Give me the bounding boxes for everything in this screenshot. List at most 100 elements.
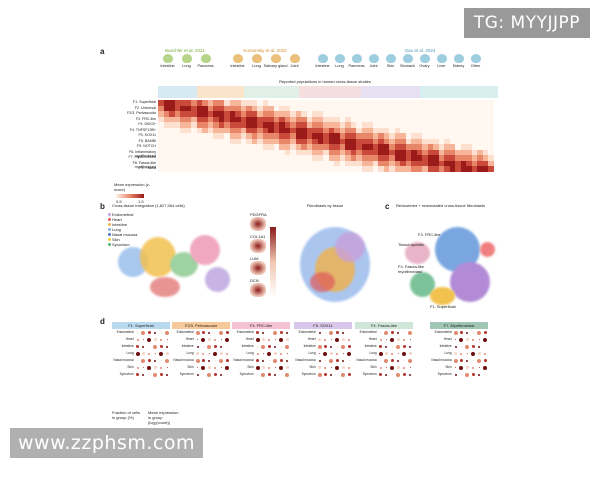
heatmap-cell bbox=[317, 166, 323, 172]
heatmap-cell bbox=[444, 133, 450, 139]
heatmap-cell bbox=[207, 144, 213, 150]
heatmap-cell bbox=[185, 155, 191, 161]
heatmap-cell bbox=[372, 160, 378, 166]
heatmap-cell bbox=[235, 122, 241, 128]
heatmap-cell bbox=[262, 133, 268, 139]
study-1: Buechler et al. 2021 bbox=[164, 48, 206, 53]
heatmap-cell bbox=[444, 122, 450, 128]
heatmap-cell bbox=[218, 138, 224, 144]
heatmap-cell bbox=[471, 111, 477, 117]
heatmap-cell bbox=[174, 155, 180, 161]
heatmap-cell bbox=[345, 105, 351, 111]
heatmap-cell bbox=[438, 111, 444, 117]
heatmap-cell bbox=[312, 116, 318, 122]
heatmap-cell bbox=[455, 127, 461, 133]
heatmap-cell bbox=[427, 127, 433, 133]
lung-icon: Lung bbox=[332, 54, 347, 68]
heatmap-cell bbox=[163, 122, 169, 128]
heatmap-cell bbox=[477, 160, 483, 166]
heatmap-cell bbox=[460, 100, 466, 106]
heatmap-cell bbox=[163, 160, 169, 166]
heatmap-cell bbox=[191, 160, 197, 166]
heatmap-cell bbox=[279, 100, 285, 106]
heatmap-cell bbox=[394, 166, 400, 172]
heatmap-cell bbox=[339, 100, 345, 106]
heatmap-cell bbox=[158, 166, 164, 172]
heatmap-cell bbox=[455, 149, 461, 155]
heatmap-cell bbox=[224, 160, 230, 166]
heatmap-cell bbox=[196, 127, 202, 133]
heatmap-cell bbox=[218, 149, 224, 155]
heatmap-cell bbox=[185, 111, 191, 117]
heatmap-cell bbox=[328, 122, 334, 128]
heatmap-cell bbox=[295, 116, 301, 122]
heatmap-cell bbox=[444, 149, 450, 155]
heatmap-cell bbox=[279, 155, 285, 161]
heatmap-cell bbox=[345, 127, 351, 133]
heatmap-cell bbox=[301, 166, 307, 172]
heatmap-cell bbox=[438, 105, 444, 111]
heatmap-cell bbox=[235, 105, 241, 111]
heatmap-cell bbox=[449, 116, 455, 122]
heatmap-cell bbox=[339, 122, 345, 128]
heatmap-cell bbox=[279, 166, 285, 172]
heatmap-cell bbox=[438, 116, 444, 122]
heatmap-cell bbox=[218, 144, 224, 150]
heatmap-cell bbox=[207, 127, 213, 133]
heatmap-cell bbox=[224, 105, 230, 111]
heatmap-cell bbox=[400, 133, 406, 139]
heatmap-cell bbox=[229, 149, 235, 155]
heatmap-cell bbox=[433, 105, 439, 111]
heatmap-cell bbox=[306, 127, 312, 133]
joint-icon: Joint bbox=[366, 54, 381, 68]
heatmap-cell bbox=[174, 166, 180, 172]
heatmap-cell bbox=[356, 149, 362, 155]
heatmap-cell bbox=[405, 105, 411, 111]
heatmap-cell bbox=[477, 100, 483, 106]
heatmap-cell bbox=[482, 105, 488, 111]
heatmap-cell bbox=[257, 160, 263, 166]
heatmap-cell bbox=[477, 105, 483, 111]
heatmap-cell bbox=[394, 144, 400, 150]
heatmap-cell bbox=[378, 166, 384, 172]
heatmap-cell bbox=[422, 138, 428, 144]
heatmap-cell bbox=[301, 144, 307, 150]
heatmap-cell bbox=[405, 144, 411, 150]
heatmap-cell bbox=[268, 155, 274, 161]
heatmap-cell bbox=[196, 133, 202, 139]
heatmap-cell bbox=[213, 127, 219, 133]
heatmap-cell bbox=[284, 111, 290, 117]
heatmap-cell bbox=[251, 166, 257, 172]
heatmap-cell bbox=[169, 155, 175, 161]
heatmap-cell bbox=[350, 160, 356, 166]
heatmap-cell bbox=[251, 138, 257, 144]
heatmap-cell bbox=[268, 160, 274, 166]
heatmap-cell bbox=[257, 144, 263, 150]
pancreas-icon: Pancreas bbox=[348, 54, 365, 68]
heatmap-cell bbox=[207, 166, 213, 172]
heatmap-cell bbox=[169, 116, 175, 122]
heatmap-cell bbox=[444, 105, 450, 111]
heatmap-cell bbox=[317, 111, 323, 117]
heatmap-cell bbox=[174, 138, 180, 144]
heatmap-cell bbox=[460, 149, 466, 155]
heatmap-cell bbox=[361, 155, 367, 161]
heatmap-cell bbox=[394, 149, 400, 155]
heatmap-cell bbox=[449, 133, 455, 139]
heatmap-cell bbox=[389, 144, 395, 150]
heatmap-cell bbox=[169, 144, 175, 150]
heatmap-cell bbox=[361, 144, 367, 150]
heatmap-cell bbox=[257, 127, 263, 133]
heatmap-cell bbox=[158, 149, 164, 155]
heatmap-cell bbox=[257, 111, 263, 117]
heatmap-cell bbox=[482, 138, 488, 144]
heatmap-cell bbox=[328, 127, 334, 133]
heatmap-cell bbox=[273, 133, 279, 139]
heatmap-cell bbox=[213, 105, 219, 111]
heatmap-cell bbox=[317, 155, 323, 161]
heatmap-cell bbox=[378, 138, 384, 144]
heatmap-cell bbox=[262, 127, 268, 133]
heatmap-cell bbox=[345, 166, 351, 172]
heatmap-cell bbox=[367, 111, 373, 117]
heatmap-cell bbox=[400, 138, 406, 144]
